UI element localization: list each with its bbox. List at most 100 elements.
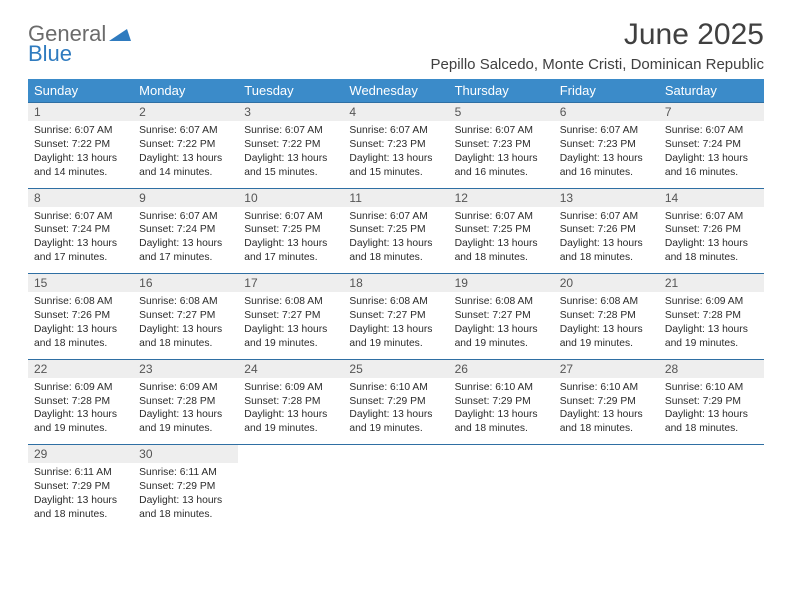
day-cell: Sunrise: 6:07 AMSunset: 7:26 PMDaylight:…: [554, 207, 659, 274]
sunset-text: Sunset: 7:23 PM: [455, 138, 548, 152]
day-cell: Sunrise: 6:08 AMSunset: 7:26 PMDaylight:…: [28, 292, 133, 359]
daylight-text: and 19 minutes.: [665, 337, 758, 351]
daylight-text: and 19 minutes.: [349, 337, 442, 351]
day-cell: Sunrise: 6:07 AMSunset: 7:26 PMDaylight:…: [659, 207, 764, 274]
sunset-text: Sunset: 7:26 PM: [34, 309, 127, 323]
daylight-text: Daylight: 13 hours: [139, 237, 232, 251]
sunrise-text: Sunrise: 6:10 AM: [560, 381, 653, 395]
day-cell: Sunrise: 6:08 AMSunset: 7:27 PMDaylight:…: [343, 292, 448, 359]
sunset-text: Sunset: 7:29 PM: [560, 395, 653, 409]
daylight-text: and 14 minutes.: [34, 166, 127, 180]
day-cell: Sunrise: 6:10 AMSunset: 7:29 PMDaylight:…: [554, 378, 659, 445]
sunrise-text: Sunrise: 6:10 AM: [455, 381, 548, 395]
daylight-text: Daylight: 13 hours: [34, 494, 127, 508]
day-number: 10: [238, 188, 343, 207]
daylight-text: and 16 minutes.: [560, 166, 653, 180]
day-cell: Sunrise: 6:08 AMSunset: 7:28 PMDaylight:…: [554, 292, 659, 359]
title-block: June 2025 Pepillo Salcedo, Monte Cristi,…: [431, 18, 765, 73]
sunset-text: Sunset: 7:23 PM: [560, 138, 653, 152]
day-number: 2: [133, 103, 238, 122]
daylight-text: Daylight: 13 hours: [139, 408, 232, 422]
day-cell: Sunrise: 6:07 AMSunset: 7:23 PMDaylight:…: [449, 121, 554, 188]
day-number: 17: [238, 274, 343, 293]
daylight-text: Daylight: 13 hours: [244, 323, 337, 337]
day-number: 20: [554, 274, 659, 293]
daylight-text: and 14 minutes.: [139, 166, 232, 180]
sunset-text: Sunset: 7:28 PM: [139, 395, 232, 409]
day-cell: Sunrise: 6:11 AMSunset: 7:29 PMDaylight:…: [133, 463, 238, 530]
day-number: 3: [238, 103, 343, 122]
sunrise-text: Sunrise: 6:07 AM: [560, 210, 653, 224]
day-number: 16: [133, 274, 238, 293]
sunset-text: Sunset: 7:25 PM: [455, 223, 548, 237]
daylight-text: Daylight: 13 hours: [349, 323, 442, 337]
sunrise-text: Sunrise: 6:07 AM: [244, 210, 337, 224]
day-body-row: Sunrise: 6:07 AMSunset: 7:24 PMDaylight:…: [28, 207, 764, 274]
sunrise-text: Sunrise: 6:11 AM: [139, 466, 232, 480]
daylight-text: Daylight: 13 hours: [349, 237, 442, 251]
daylight-text: and 18 minutes.: [139, 508, 232, 522]
day-number: 5: [449, 103, 554, 122]
empty-day-cell: [238, 463, 343, 530]
sunset-text: Sunset: 7:29 PM: [139, 480, 232, 494]
day-number: 21: [659, 274, 764, 293]
sunset-text: Sunset: 7:24 PM: [139, 223, 232, 237]
calendar-page: General Blue June 2025 Pepillo Salcedo, …: [0, 0, 792, 540]
daylight-text: Daylight: 13 hours: [139, 494, 232, 508]
daylight-text: and 17 minutes.: [244, 251, 337, 265]
day-number: 7: [659, 103, 764, 122]
sunrise-text: Sunrise: 6:09 AM: [665, 295, 758, 309]
empty-day-cell: [659, 463, 764, 530]
daylight-text: and 19 minutes.: [560, 337, 653, 351]
daylight-text: and 19 minutes.: [34, 422, 127, 436]
sunset-text: Sunset: 7:29 PM: [665, 395, 758, 409]
sunrise-text: Sunrise: 6:07 AM: [244, 124, 337, 138]
daylight-text: Daylight: 13 hours: [455, 408, 548, 422]
sunset-text: Sunset: 7:28 PM: [665, 309, 758, 323]
day-cell: Sunrise: 6:07 AMSunset: 7:22 PMDaylight:…: [238, 121, 343, 188]
sunset-text: Sunset: 7:22 PM: [139, 138, 232, 152]
day-body-row: Sunrise: 6:09 AMSunset: 7:28 PMDaylight:…: [28, 378, 764, 445]
daylight-text: and 18 minutes.: [560, 422, 653, 436]
day-cell: Sunrise: 6:08 AMSunset: 7:27 PMDaylight:…: [238, 292, 343, 359]
weekday-header: Monday: [133, 79, 238, 103]
daylight-text: and 18 minutes.: [139, 337, 232, 351]
daylight-text: and 17 minutes.: [34, 251, 127, 265]
sunset-text: Sunset: 7:28 PM: [560, 309, 653, 323]
day-cell: Sunrise: 6:07 AMSunset: 7:25 PMDaylight:…: [449, 207, 554, 274]
day-number: 30: [133, 445, 238, 464]
weekday-header: Saturday: [659, 79, 764, 103]
day-number: 25: [343, 359, 448, 378]
daylight-text: and 19 minutes.: [349, 422, 442, 436]
daylight-text: Daylight: 13 hours: [349, 408, 442, 422]
weekday-header: Sunday: [28, 79, 133, 103]
daylight-text: and 16 minutes.: [455, 166, 548, 180]
daylight-text: and 15 minutes.: [349, 166, 442, 180]
empty-day-number: [343, 445, 448, 464]
sunrise-text: Sunrise: 6:07 AM: [349, 124, 442, 138]
day-cell: Sunrise: 6:07 AMSunset: 7:25 PMDaylight:…: [238, 207, 343, 274]
day-body-row: Sunrise: 6:07 AM Sunset: 7:22 PM Daylight:…: [28, 121, 764, 188]
sunrise-text: Sunrise: 6:07 AM: [139, 210, 232, 224]
sunset-text: Sunset: 7:29 PM: [349, 395, 442, 409]
daylight-text: Daylight: 13 hours: [244, 408, 337, 422]
daylight-text: and 18 minutes.: [34, 508, 127, 522]
day-number: 13: [554, 188, 659, 207]
daylight-text: and 18 minutes.: [455, 251, 548, 265]
daylight-text: Daylight: 13 hours: [560, 408, 653, 422]
weekday-header: Thursday: [449, 79, 554, 103]
sunset-text: Sunset: 7:27 PM: [455, 309, 548, 323]
sunrise-text: Sunrise: 6:07 AM: [455, 124, 548, 138]
daylight-text: and 19 minutes.: [244, 422, 337, 436]
day-number: 27: [554, 359, 659, 378]
sunrise-text: Sunrise: 6:07 AM: [560, 124, 653, 138]
daylight-text: Daylight: 13 hours: [455, 152, 548, 166]
daylight-text: Daylight: 13 hours: [349, 152, 442, 166]
empty-day-number: [449, 445, 554, 464]
daylight-text: and 19 minutes.: [244, 337, 337, 351]
daylight-text: and 19 minutes.: [455, 337, 548, 351]
day-number: 26: [449, 359, 554, 378]
daylight-text: Daylight: 13 hours: [665, 152, 758, 166]
empty-day-cell: [449, 463, 554, 530]
daylight-text: Daylight: 13 hours: [244, 152, 337, 166]
